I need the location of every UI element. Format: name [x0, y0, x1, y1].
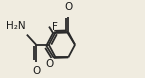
Text: F: F: [52, 22, 57, 32]
Text: O: O: [32, 66, 40, 76]
Text: O: O: [46, 59, 54, 69]
Text: H₂N: H₂N: [6, 21, 26, 31]
Text: O: O: [64, 2, 72, 12]
